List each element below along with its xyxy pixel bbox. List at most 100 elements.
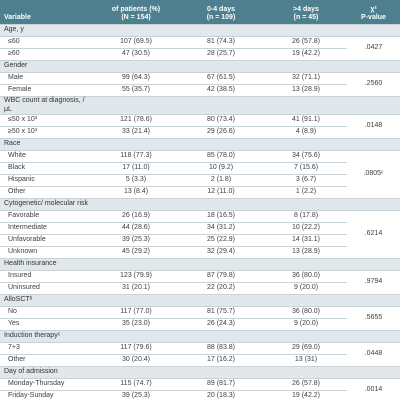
section-title: AlloSCTᵇ	[0, 294, 95, 307]
row-label: ≥50 x 10³	[0, 126, 95, 139]
value-cell: 67 (61.5)	[177, 72, 265, 85]
section-fill	[95, 60, 400, 73]
section-title: Cytogenetic/ molecular risk	[0, 198, 95, 211]
data-row: Hispanic 5 (3.3) 2 (1.8) 3 (6.7)	[0, 174, 400, 187]
header-cell: of patients (%) (N = 154)	[95, 0, 177, 25]
section-row: Day of admission	[0, 366, 400, 379]
value-cell: 10 (9.2)	[177, 162, 265, 175]
row-label: Other	[0, 354, 95, 367]
data-row: Female 55 (35.7) 42 (38.5) 13 (28.9)	[0, 84, 400, 97]
row-label: Monday-Thursday	[0, 378, 95, 391]
value-cell: 7 (15.6)	[265, 162, 347, 175]
p-value: .9794	[347, 270, 400, 295]
data-row: ≥60 47 (30.5) 28 (25.7) 19 (42.2)	[0, 48, 400, 61]
section-fill	[95, 198, 400, 211]
value-cell: 121 (78.6)	[95, 114, 177, 127]
section-title: Race	[0, 138, 95, 151]
data-row: Uninsured 31 (20.1) 22 (20.2) 9 (20.0)	[0, 282, 400, 295]
value-cell: 26 (57.8)	[265, 36, 347, 49]
value-cell: 42 (38.5)	[177, 84, 265, 97]
header-cell: Variable	[0, 0, 95, 25]
section-fill	[95, 24, 400, 37]
section-row: Gender	[0, 60, 400, 73]
value-cell: 10 (22.2)	[265, 222, 347, 235]
section-row: Health insurance	[0, 258, 400, 271]
section-fill	[95, 330, 400, 343]
section-row: Race	[0, 138, 400, 151]
value-cell: 87 (79.8)	[177, 270, 265, 283]
value-cell: 44 (28.6)	[95, 222, 177, 235]
section-fill	[95, 366, 400, 379]
header-cell: >4 days (n = 45)	[265, 0, 347, 25]
value-cell: 20 (18.3)	[177, 390, 265, 400]
data-row: Intermediate 44 (28.6) 34 (31.2) 10 (22.2)	[0, 222, 400, 235]
value-cell: 5 (3.3)	[95, 174, 177, 187]
data-row: Yes 35 (23.0) 26 (24.3) 9 (20.0)	[0, 318, 400, 331]
section-fill	[95, 294, 400, 307]
value-cell: 26 (57.8)	[265, 378, 347, 391]
value-cell: 39 (25.3)	[95, 390, 177, 400]
value-cell: 117 (79.6)	[95, 342, 177, 355]
row-label: Friday-Sunday	[0, 390, 95, 400]
data-row: Other 30 (20.4) 17 (16.2) 13 (31)	[0, 354, 400, 367]
value-cell: 25 (22.9)	[177, 234, 265, 247]
value-cell: 81 (75.7)	[177, 306, 265, 319]
value-cell: 30 (20.4)	[95, 354, 177, 367]
value-cell: 31 (20.1)	[95, 282, 177, 295]
section-row: Induction therapyᶜ	[0, 330, 400, 343]
value-cell: 13 (31)	[265, 354, 347, 367]
data-row: No 117 (77.0) 81 (75.7) 36 (80.0) .5655	[0, 306, 400, 331]
section-row: WBC count at diagnosis, /μL	[0, 96, 400, 115]
value-cell: 88 (83.8)	[177, 342, 265, 355]
row-label: No	[0, 306, 95, 319]
section-row: AlloSCTᵇ	[0, 294, 400, 307]
data-row: Unknown 45 (29.2) 32 (29.4) 13 (28.9)	[0, 246, 400, 259]
value-cell: 80 (73.4)	[177, 114, 265, 127]
value-cell: 36 (80.0)	[265, 306, 347, 319]
section-row: Cytogenetic/ molecular risk	[0, 198, 400, 211]
value-cell: 115 (74.7)	[95, 378, 177, 391]
value-cell: 22 (20.2)	[177, 282, 265, 295]
row-label: ≤50 x 10³	[0, 114, 95, 127]
value-cell: 3 (6.7)	[265, 174, 347, 187]
value-cell: 81 (74.3)	[177, 36, 265, 49]
data-row: Insured 123 (79.9) 87 (79.8) 36 (80.0) .9794	[0, 270, 400, 295]
p-value: .0148	[347, 114, 400, 139]
row-label: Other	[0, 186, 95, 199]
value-cell: 9 (20.0)	[265, 282, 347, 295]
data-row: ≤50 x 10³ 121 (78.6) 80 (73.4) 41 (91.1) .01…	[0, 114, 400, 139]
value-cell: 8 (17.8)	[265, 210, 347, 223]
row-label: Hispanic	[0, 174, 95, 187]
value-cell: 26 (24.3)	[177, 318, 265, 331]
value-cell: 19 (42.2)	[265, 390, 347, 400]
data-row: Friday-Sunday 39 (25.3) 20 (18.3) 19 (42.2)	[0, 390, 400, 400]
data-row: ≥50 x 10³ 33 (21.4) 29 (26.6) 4 (8.9)	[0, 126, 400, 139]
data-row: Favorable 26 (16.9) 18 (16.5) 8 (17.8) .6214	[0, 210, 400, 259]
value-cell: 28 (25.7)	[177, 48, 265, 61]
section-fill	[95, 96, 400, 115]
row-label: ≥60	[0, 48, 95, 61]
value-cell: 29 (69.0)	[265, 342, 347, 355]
row-label: Unknown	[0, 246, 95, 259]
section-fill	[95, 258, 400, 271]
value-cell: 47 (30.5)	[95, 48, 177, 61]
row-label: ≤60	[0, 36, 95, 49]
header-text: >4 days	[293, 6, 319, 13]
header-text: of patients (%)	[111, 6, 161, 13]
value-cell: 123 (79.9)	[95, 270, 177, 283]
row-label: Favorable	[0, 210, 95, 223]
value-cell: 32 (71.1)	[265, 72, 347, 85]
p-value: .5655	[347, 306, 400, 331]
value-cell: 118 (77.3)	[95, 150, 177, 163]
data-row: Male 99 (64.3) 67 (61.5) 32 (71.1) .2560	[0, 72, 400, 97]
value-cell: 34 (75.6)	[265, 150, 347, 163]
row-label: White	[0, 150, 95, 163]
value-cell: 14 (31.1)	[265, 234, 347, 247]
section-title: Health insurance	[0, 258, 95, 271]
header-text: Variable	[4, 14, 31, 21]
data-row: 7+3 117 (79.6) 88 (83.8) 29 (69.0) .0448	[0, 342, 400, 367]
value-cell: 2 (1.8)	[177, 174, 265, 187]
p-value: .0805ᶜ	[347, 150, 400, 199]
